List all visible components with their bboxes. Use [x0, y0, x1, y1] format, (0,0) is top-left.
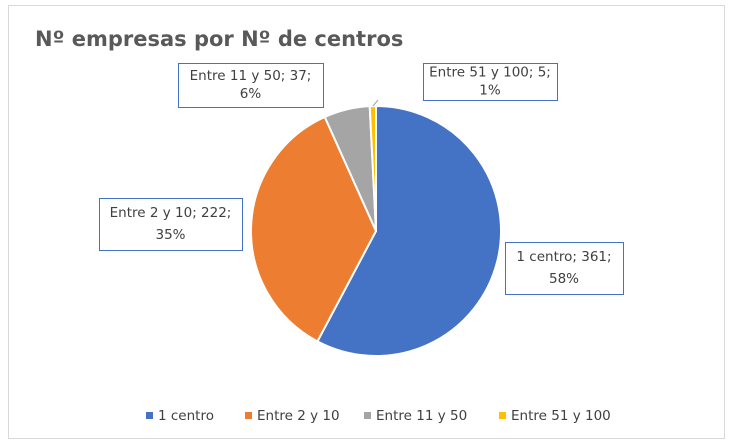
legend-label: Entre 11 y 50 — [376, 408, 467, 424]
legend-label: Entre 51 y 100 — [511, 408, 611, 424]
data-label-box — [423, 63, 558, 101]
legend-swatch — [245, 412, 252, 419]
data-label: Entre 11 y 50; 37; — [190, 68, 312, 84]
chart-title: Nº empresas por Nº de centros — [35, 27, 403, 51]
data-label: Entre 2 y 10; 222; — [110, 205, 232, 221]
leader-line — [372, 99, 379, 107]
data-label-box — [505, 242, 624, 295]
data-label: 6% — [240, 86, 262, 102]
data-label: Entre 51 y 100; 5; — [429, 65, 551, 81]
pie-slice — [316, 104, 502, 357]
legend-swatch — [364, 412, 371, 419]
data-label: 1 centro; 361; — [516, 249, 611, 265]
legend-label: Entre 2 y 10 — [257, 408, 340, 424]
data-label-box — [99, 198, 243, 251]
legend-swatch — [146, 412, 153, 419]
data-label: 58% — [549, 271, 579, 287]
legend-swatch — [499, 412, 506, 419]
data-label: 35% — [155, 227, 185, 243]
legend-label: 1 centro — [158, 408, 214, 424]
pie-slice — [368, 104, 377, 232]
data-label: 1% — [479, 83, 501, 99]
pie-slice — [250, 115, 378, 343]
data-label-box — [178, 63, 324, 108]
